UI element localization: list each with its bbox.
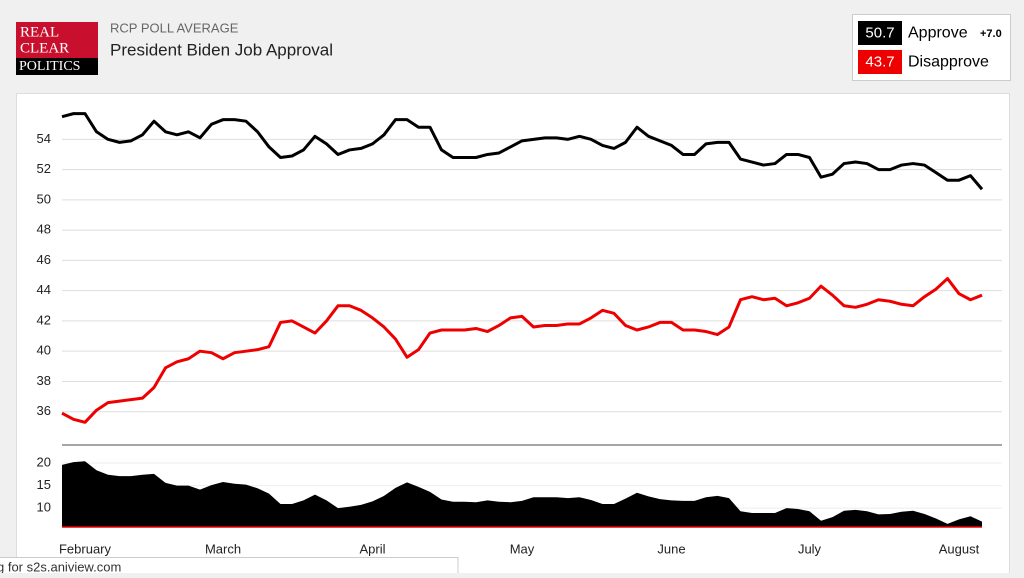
- y-tick-label: 48: [37, 222, 51, 237]
- logo-red: [16, 22, 98, 58]
- chart-title: President Biden Job Approval: [110, 40, 333, 59]
- x-tick-label: May: [510, 541, 535, 556]
- y-tick-label: 50: [37, 191, 51, 206]
- series-line: [61, 112, 984, 191]
- x-tick-label: February: [59, 541, 112, 556]
- legend-swatch: [858, 21, 902, 45]
- status-text: g for s2s.aniview.com: [0, 559, 121, 573]
- logo-text: POLITICS: [19, 59, 80, 74]
- y-tick-label: 44: [37, 282, 51, 297]
- chart-subtitle: RCP POLL AVERAGE: [110, 20, 239, 35]
- y2-tick-label: 10: [37, 500, 51, 515]
- logo-text: CLEAR: [20, 40, 69, 56]
- x-tick-label: April: [359, 541, 385, 556]
- logo-black: [16, 58, 98, 75]
- y-tick-label: 36: [37, 403, 51, 418]
- x-tick-label: July: [798, 541, 822, 556]
- legend-label: Disapprove: [908, 54, 989, 71]
- y-tick-label: 46: [37, 252, 51, 267]
- y-tick-label: 54: [37, 131, 51, 146]
- legend-label: Approve: [908, 25, 968, 42]
- legend-spread: +7.0: [980, 28, 1002, 40]
- y-tick-label: 42: [37, 312, 51, 327]
- y-tick-label: 52: [37, 161, 51, 176]
- y-tick-label: 38: [37, 373, 51, 388]
- legend-value: 50.7: [865, 24, 894, 41]
- logo-text: REAL: [20, 24, 59, 40]
- series-line: [61, 277, 983, 424]
- plot: 36 38 40 42 44 46 48 50 52 54 10 15 20 February March A…: [37, 112, 1002, 556]
- legend-value: 43.7: [865, 53, 894, 70]
- x-tick-label: March: [205, 541, 241, 556]
- y2-tick-label: 15: [37, 477, 51, 492]
- y2-tick-label: 20: [37, 454, 51, 469]
- x-tick-label: August: [939, 541, 980, 556]
- x-tick-label: June: [657, 541, 685, 556]
- y-tick-label: 40: [37, 343, 51, 358]
- spread-area: [62, 461, 982, 527]
- legend-swatch: [858, 50, 902, 74]
